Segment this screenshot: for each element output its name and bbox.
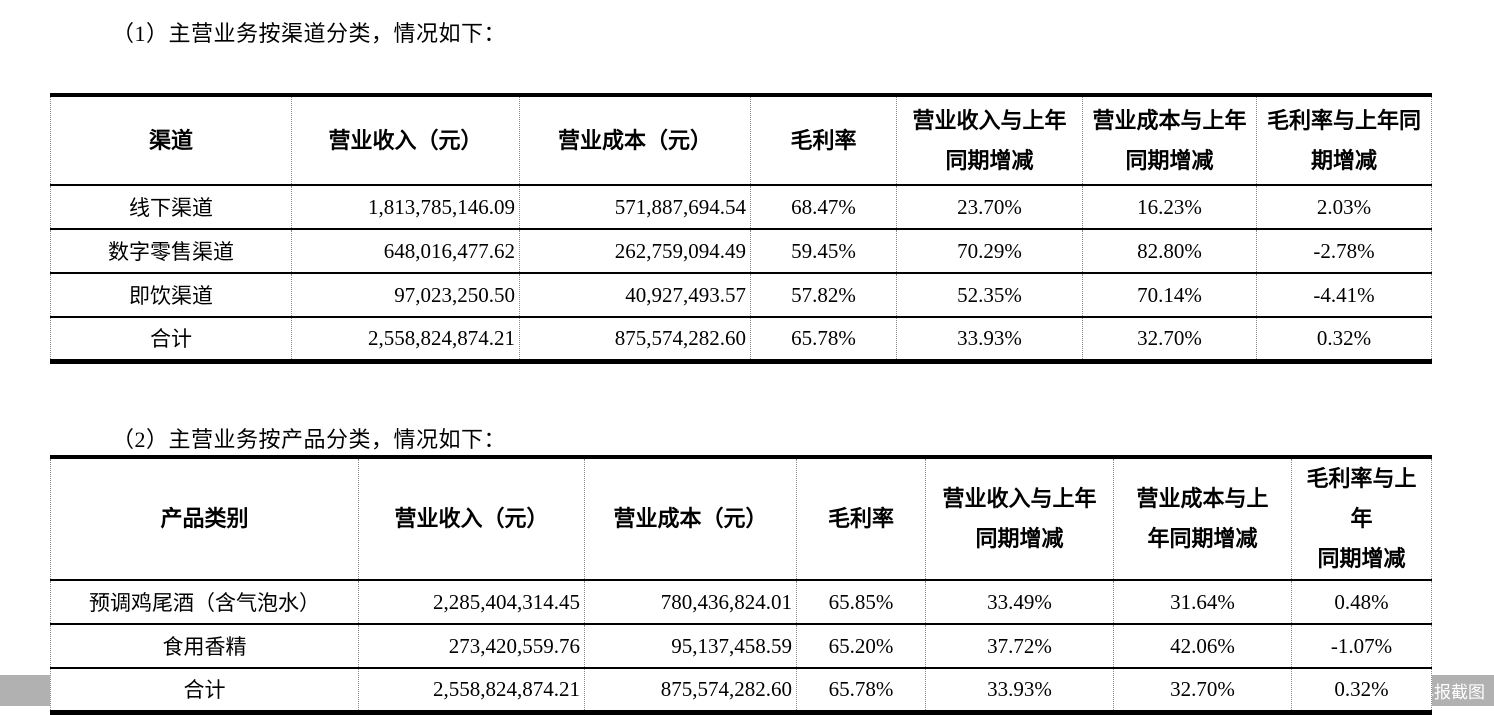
revenue-yoy-cell: 52.35% [896, 273, 1083, 318]
column-header-cost: 营业成本（元） [519, 95, 751, 186]
revenue-cell: 97,023,250.50 [291, 273, 520, 318]
product-table: 产品类别 营业收入（元） 营业成本（元） 毛利率 营业收入与上年 同期增减 营业… [50, 455, 1432, 715]
margin-yoy-cell: 2.03% [1256, 185, 1432, 230]
revenue-cell: 648,016,477.62 [291, 229, 520, 274]
margin-yoy-cell: 0.48% [1291, 580, 1432, 625]
cost-yoy-cell: 32.70% [1113, 668, 1292, 713]
channel-table: 渠道 营业收入（元） 营业成本（元） 毛利率 营业收入与上年 同期增减 营业成本… [50, 93, 1432, 364]
column-header-gross-margin: 毛利率 [796, 457, 926, 581]
product-name-cell: 食用香精 [50, 624, 359, 669]
revenue-yoy-cell: 33.49% [925, 580, 1114, 625]
column-header-cost: 营业成本（元） [584, 457, 797, 581]
gross-margin-cell: 65.78% [796, 668, 926, 713]
cost-cell: 95,137,458.59 [584, 624, 797, 669]
cost-yoy-cell: 42.06% [1113, 624, 1292, 669]
margin-yoy-cell: -2.78% [1256, 229, 1432, 274]
cost-yoy-cell: 82.80% [1082, 229, 1257, 274]
revenue-cell: 2,558,824,874.21 [291, 317, 520, 362]
table-total-row: 合计 2,558,824,874.21 875,574,282.60 65.78… [50, 668, 1432, 713]
table-row: 食用香精 273,420,559.76 95,137,458.59 65.20%… [50, 624, 1432, 669]
channel-name-cell: 合计 [50, 317, 292, 362]
cost-yoy-cell: 16.23% [1082, 185, 1257, 230]
revenue-cell: 2,558,824,874.21 [358, 668, 585, 713]
column-header-revenue-yoy: 营业收入与上年 同期增减 [896, 95, 1083, 186]
product-table-header-row: 产品类别 营业收入（元） 营业成本（元） 毛利率 营业收入与上年 同期增减 营业… [50, 457, 1432, 581]
table-total-row: 合计 2,558,824,874.21 875,574,282.60 65.78… [50, 317, 1432, 362]
gross-margin-cell: 65.20% [796, 624, 926, 669]
revenue-yoy-cell: 70.29% [896, 229, 1083, 274]
revenue-yoy-cell: 33.93% [896, 317, 1083, 362]
channel-name-cell: 即饮渠道 [50, 273, 292, 318]
column-header-cost-yoy: 营业成本与上年 同期增减 [1082, 95, 1257, 186]
gross-margin-cell: 68.47% [750, 185, 897, 230]
revenue-cell: 273,420,559.76 [358, 624, 585, 669]
column-header-channel: 渠道 [50, 95, 292, 186]
cost-cell: 780,436,824.01 [584, 580, 797, 625]
cost-cell: 571,887,694.54 [519, 185, 751, 230]
column-header-cost-yoy: 营业成本与上 年同期增减 [1113, 457, 1292, 581]
column-header-product-category: 产品类别 [50, 457, 359, 581]
gross-margin-cell: 65.78% [750, 317, 897, 362]
product-name-cell: 预调鸡尾酒（含气泡水） [50, 580, 359, 625]
cost-cell: 40,927,493.57 [519, 273, 751, 318]
channel-table-header-row: 渠道 营业收入（元） 营业成本（元） 毛利率 营业收入与上年 同期增减 营业成本… [50, 95, 1432, 186]
column-header-gross-margin: 毛利率 [750, 95, 897, 186]
margin-yoy-cell: -4.41% [1256, 273, 1432, 318]
channel-name-cell: 线下渠道 [50, 185, 292, 230]
section2-title: （2）主营业务按产品分类，情况如下： [112, 427, 507, 452]
product-name-cell: 合计 [50, 668, 359, 713]
section1-title: （1）主营业务按渠道分类，情况如下： [112, 21, 507, 46]
table-row: 数字零售渠道 648,016,477.62 262,759,094.49 59.… [50, 229, 1432, 274]
table-row: 线下渠道 1,813,785,146.09 571,887,694.54 68.… [50, 185, 1432, 230]
revenue-yoy-cell: 37.72% [925, 624, 1114, 669]
gross-margin-cell: 65.85% [796, 580, 926, 625]
gross-margin-cell: 57.82% [750, 273, 897, 318]
revenue-cell: 1,813,785,146.09 [291, 185, 520, 230]
column-header-margin-yoy: 毛利率与上年 同期增减 [1291, 457, 1432, 581]
margin-yoy-cell: 0.32% [1291, 668, 1432, 713]
revenue-yoy-cell: 33.93% [925, 668, 1114, 713]
margin-yoy-cell: 0.32% [1256, 317, 1432, 362]
revenue-cell: 2,285,404,314.45 [358, 580, 585, 625]
table-row: 即饮渠道 97,023,250.50 40,927,493.57 57.82% … [50, 273, 1432, 318]
cost-yoy-cell: 32.70% [1082, 317, 1257, 362]
cost-cell: 875,574,282.60 [519, 317, 751, 362]
column-header-revenue-yoy: 营业收入与上年 同期增减 [925, 457, 1114, 581]
column-header-revenue: 营业收入（元） [291, 95, 520, 186]
margin-yoy-cell: -1.07% [1291, 624, 1432, 669]
table-row: 预调鸡尾酒（含气泡水） 2,285,404,314.45 780,436,824… [50, 580, 1432, 625]
cost-yoy-cell: 31.64% [1113, 580, 1292, 625]
cost-cell: 875,574,282.60 [584, 668, 797, 713]
cost-yoy-cell: 70.14% [1082, 273, 1257, 318]
cost-cell: 262,759,094.49 [519, 229, 751, 274]
gross-margin-cell: 59.45% [750, 229, 897, 274]
column-header-margin-yoy: 毛利率与上年同 期增减 [1256, 95, 1432, 186]
column-header-revenue: 营业收入（元） [358, 457, 585, 581]
channel-name-cell: 数字零售渠道 [50, 229, 292, 274]
revenue-yoy-cell: 23.70% [896, 185, 1083, 230]
